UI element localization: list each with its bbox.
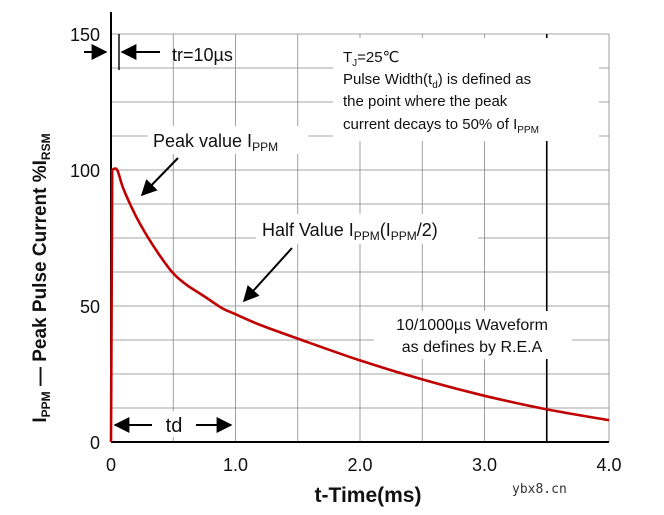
x-tick-label: 1.0 bbox=[223, 455, 248, 475]
info-line-1: TJ=25℃ bbox=[343, 49, 399, 69]
y-axis-title: IPPM — Peak Pulse Current %IRSM bbox=[30, 133, 53, 422]
y-tick-label: 0 bbox=[90, 433, 100, 453]
y-tick-label: 100 bbox=[70, 161, 100, 181]
peak-label-bg bbox=[148, 126, 308, 154]
x-tick-labels: 0 1.0 2.0 3.0 4.0 bbox=[106, 455, 622, 475]
x-tick-label: 3.0 bbox=[472, 455, 497, 475]
pulse-curve bbox=[109, 167, 610, 443]
td-label-bg bbox=[154, 411, 194, 437]
peak-value-label: Peak value IPPM bbox=[153, 131, 278, 154]
half-label-bg bbox=[256, 214, 478, 244]
waveform-note-bg bbox=[374, 311, 572, 359]
x-axis-title: t-Time(ms) bbox=[315, 484, 422, 507]
y-tick-label: 50 bbox=[80, 297, 100, 317]
half-value-label: Half Value IPPM(IPPM/2) bbox=[262, 220, 438, 243]
x-tick-label: 2.0 bbox=[347, 455, 372, 475]
peak-arrow bbox=[140, 157, 179, 197]
waveform-note-line-1: 10/1000µs Waveform bbox=[396, 317, 548, 334]
td-label: td bbox=[166, 415, 183, 437]
x-tick-label: 4.0 bbox=[596, 455, 621, 475]
waveform-note-line-2: as defines by R.E.A bbox=[402, 339, 543, 356]
half-arrow bbox=[242, 247, 293, 303]
info-line-4: current decays to 50% of IPPM bbox=[343, 116, 539, 136]
info-line-2: Pulse Width(td) is defined as bbox=[343, 71, 531, 91]
info-line-3: the point where the peak bbox=[343, 93, 508, 110]
info-box bbox=[333, 38, 599, 141]
x-tick-label: 0 bbox=[106, 455, 116, 475]
tr-label: tr=10µs bbox=[172, 45, 233, 65]
y-tick-labels: 0 50 100 150 bbox=[70, 25, 100, 453]
watermark: ybx8.cn bbox=[512, 482, 567, 497]
y-tick-label: 150 bbox=[70, 25, 100, 45]
